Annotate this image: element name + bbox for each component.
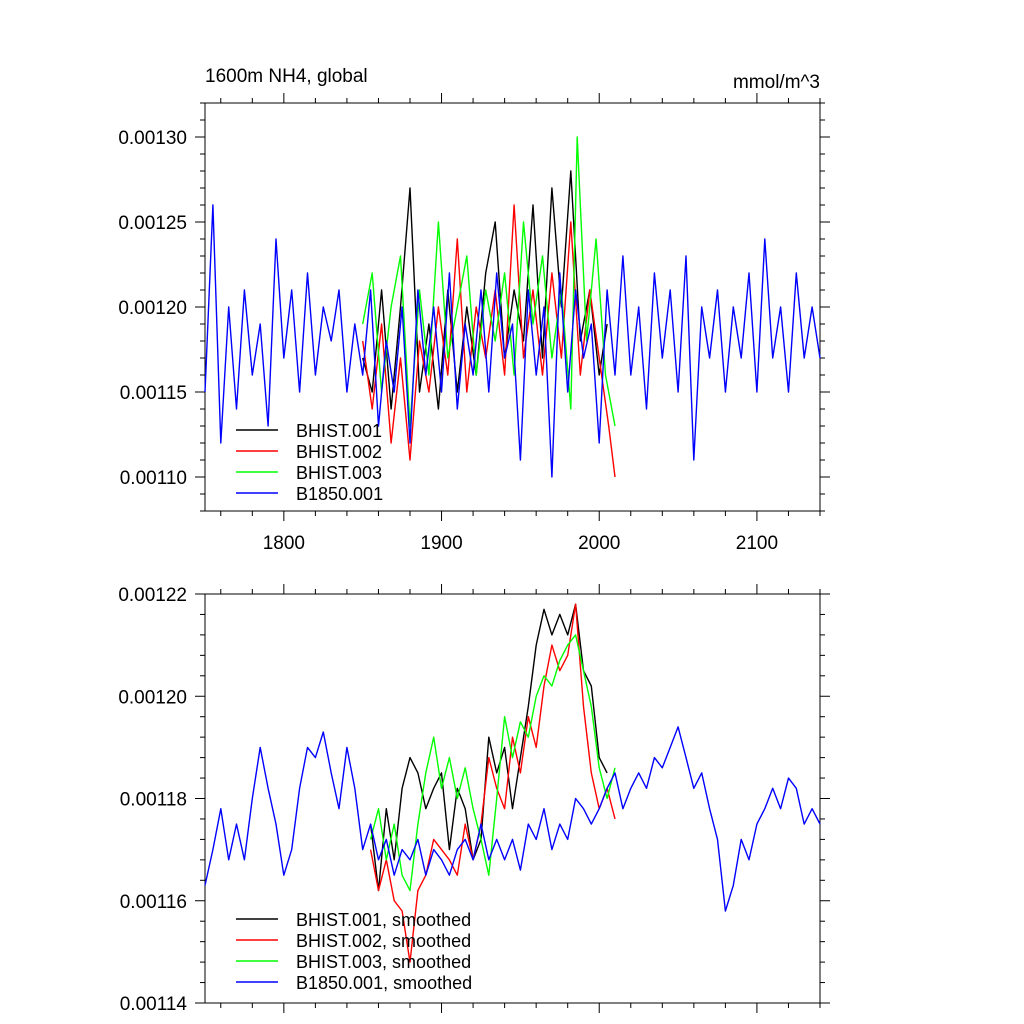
y-tick-label: 0.00122 <box>118 585 187 606</box>
series-line <box>362 204 616 478</box>
x-tick-label: 2100 <box>736 533 778 554</box>
chart-title: 1600m NH4, global <box>205 66 368 87</box>
y-tick-label: 0.00114 <box>120 994 188 1015</box>
series-line <box>369 634 616 892</box>
legend-label: BHIST.002 <box>296 442 382 462</box>
y-tick-label: 0.00116 <box>120 892 187 913</box>
series-line <box>362 136 616 427</box>
legend-label: BHIST.002, smoothed <box>296 931 471 951</box>
x-tick-label: 1800 <box>263 533 305 554</box>
y-tick-label: 0.00118 <box>120 790 187 811</box>
legend-label: B1850.001, smoothed <box>296 973 472 993</box>
series-line <box>369 603 616 963</box>
y-tick-label: 0.00120 <box>118 298 187 319</box>
units-label: mmol/m^3 <box>733 72 820 93</box>
legend-label: BHIST.003, smoothed <box>296 952 471 972</box>
series-line <box>369 603 608 892</box>
legend-label: BHIST.003 <box>296 463 382 483</box>
legend-label: B1850.001 <box>296 484 383 504</box>
x-tick-label: 2000 <box>578 533 620 554</box>
y-tick-label: 0.00115 <box>120 383 187 404</box>
series-line <box>204 726 821 912</box>
bottom-panel: 0.00114 0.00116 0.00118 0.00120 0.00122 BHIST… <box>118 584 830 1015</box>
y-tick-label: 0.00125 <box>118 213 187 234</box>
legend-label: BHIST.001, smoothed <box>296 910 471 930</box>
series-line <box>362 170 608 410</box>
top-panel: 1800 1900 2000 2100 0.00110 0.00115 0.00120 0.0… <box>118 66 830 554</box>
x-tick-label: 1900 <box>420 533 462 554</box>
series-line <box>204 204 821 478</box>
y-tick-label: 0.00110 <box>120 468 187 489</box>
y-tick-label: 0.00130 <box>118 128 187 149</box>
y-tick-label: 0.00120 <box>118 687 187 708</box>
legend-label: BHIST.001 <box>296 421 382 441</box>
